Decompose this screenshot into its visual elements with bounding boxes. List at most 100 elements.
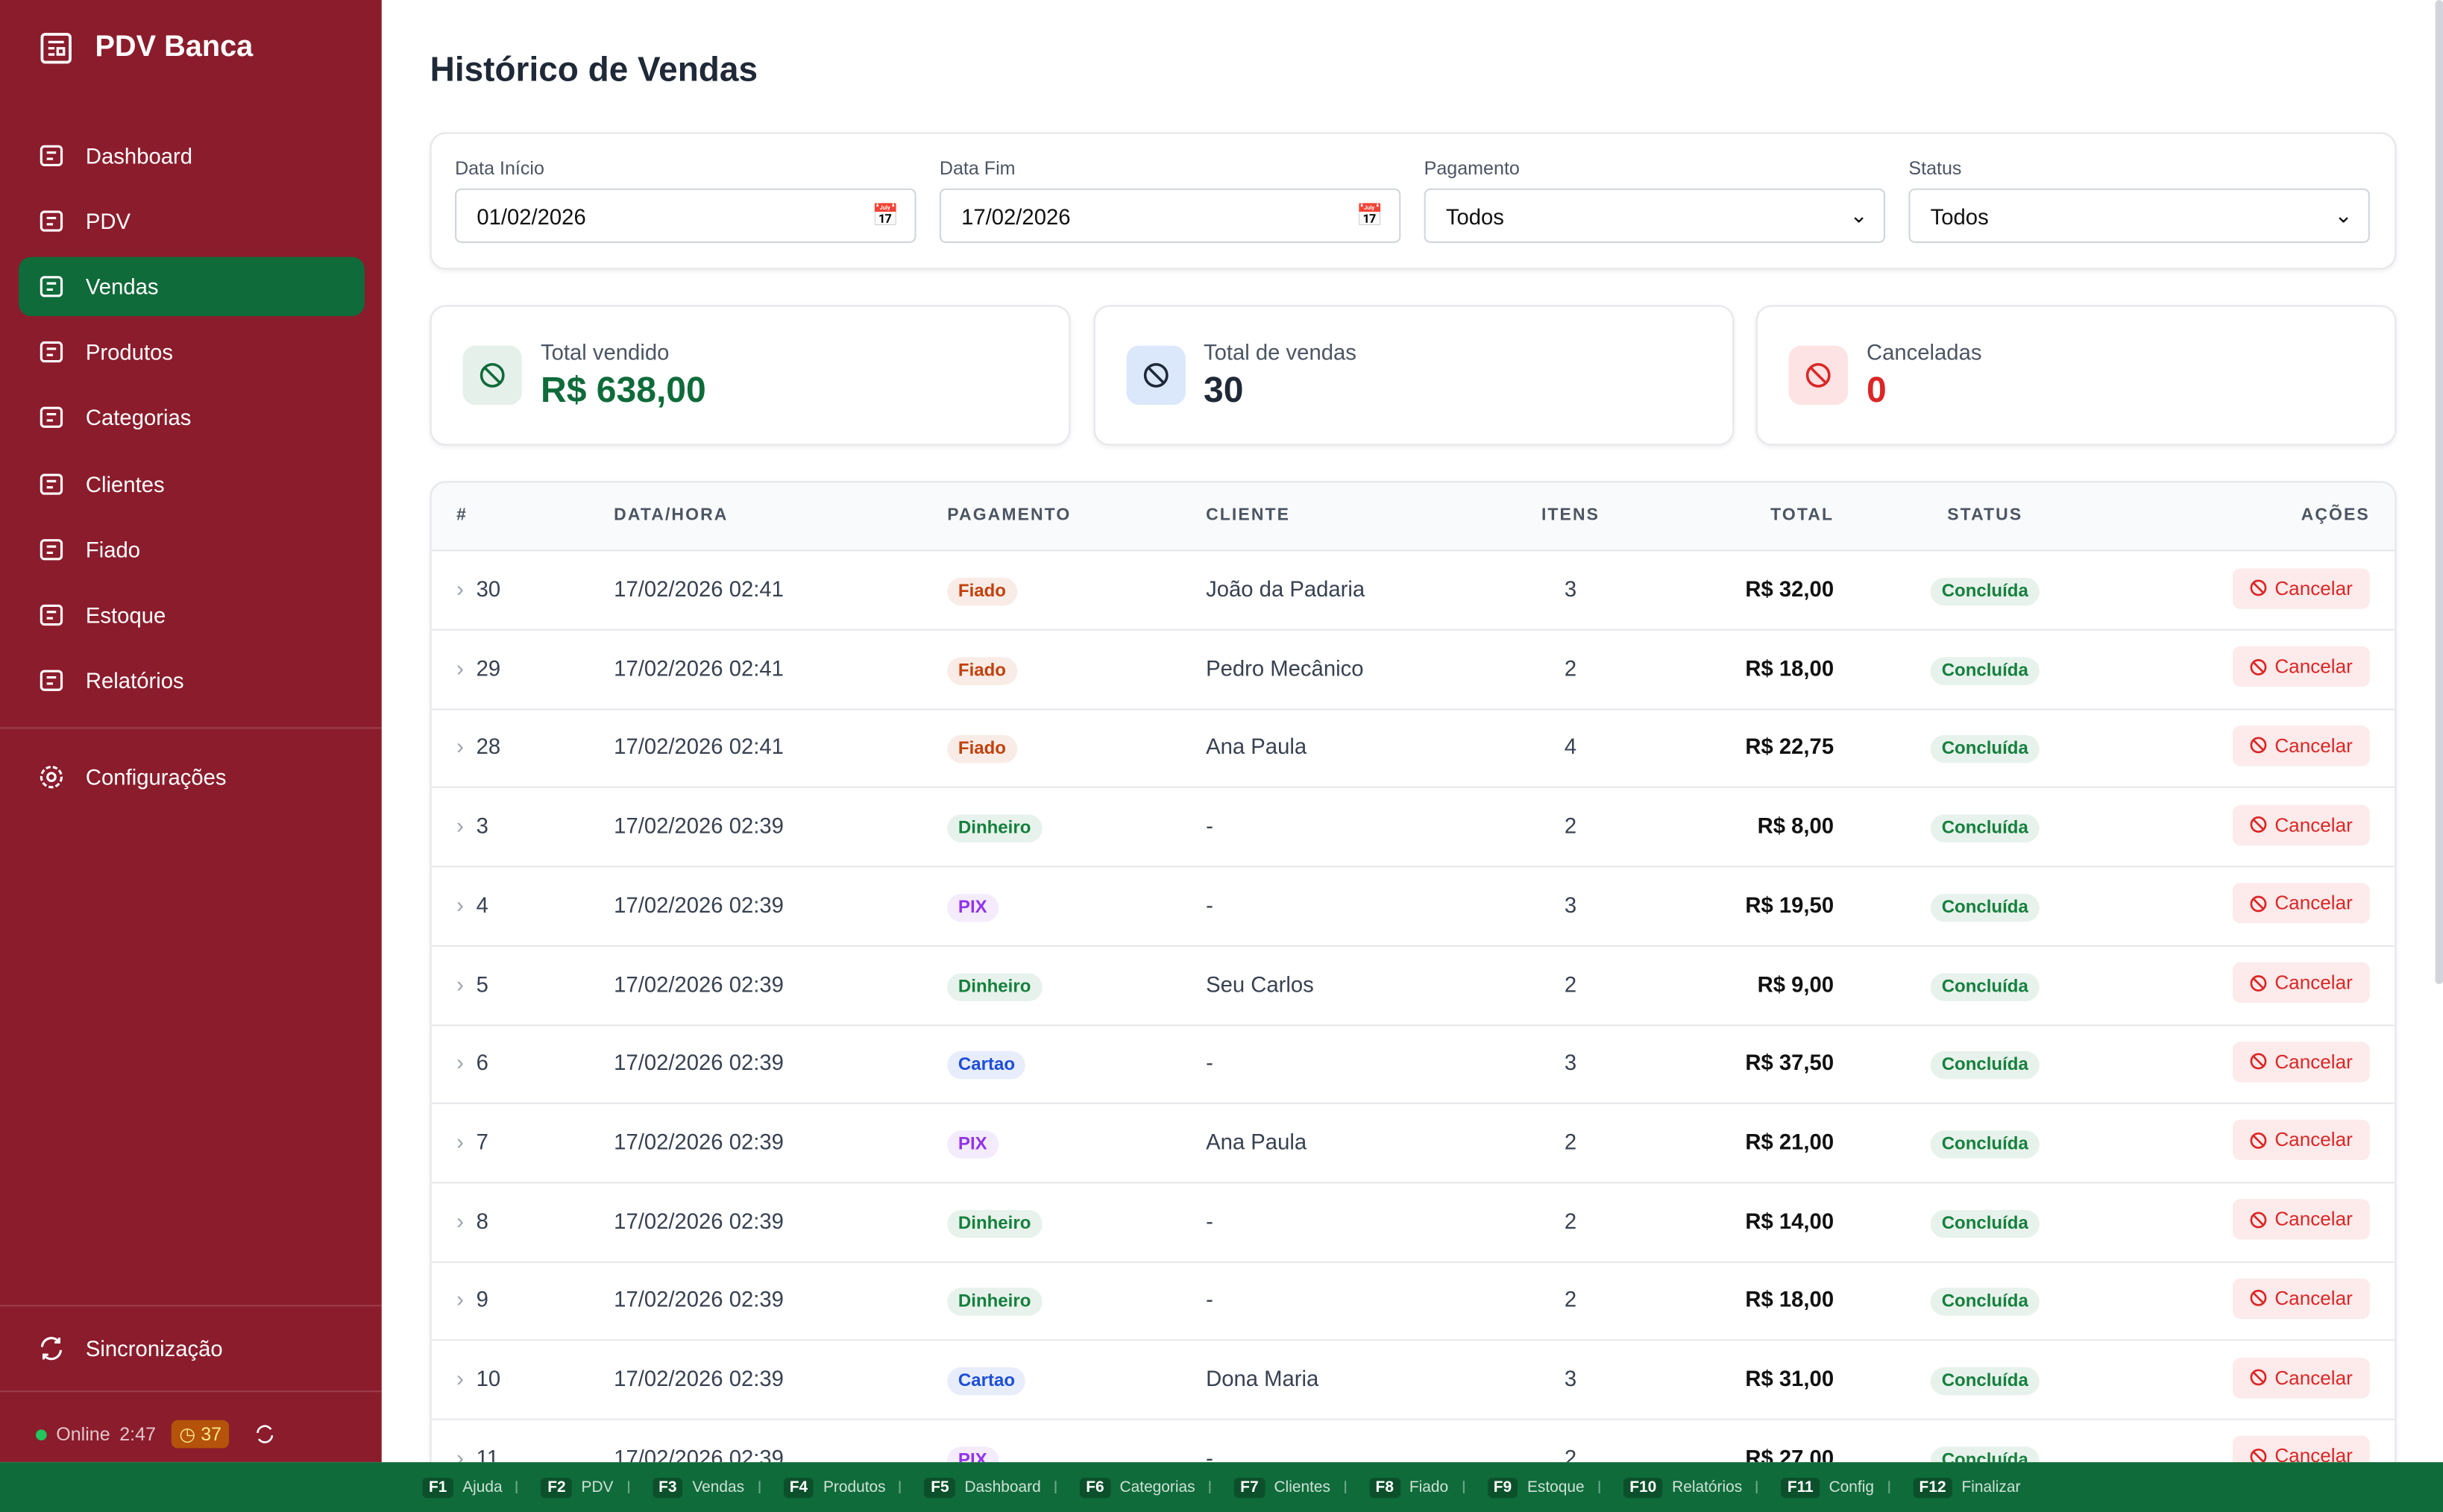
payment-badge: Dinheiro bbox=[947, 1209, 1042, 1238]
cancel-button[interactable]: Cancelar bbox=[2232, 804, 2370, 845]
shortcut[interactable]: F1 Ajuda bbox=[422, 1477, 503, 1498]
table-row[interactable]: › 5 17/02/2026 02:39 Dinheiro Seu Carlos 2 R$ … bbox=[431, 945, 2395, 1026]
filter-label: Data Fim bbox=[939, 157, 1016, 180]
cancel-button[interactable]: Cancelar bbox=[2232, 567, 2370, 608]
brand-name: PDV Banca bbox=[95, 31, 254, 64]
shortcut[interactable]: F12 Finalizar bbox=[1874, 1477, 2020, 1498]
stat-card: Total vendido R$ 638,00 bbox=[430, 305, 1071, 446]
stat-card: Canceladas 0 bbox=[1755, 305, 2397, 446]
cancel-button[interactable]: Cancelar bbox=[2232, 725, 2370, 766]
shortcut[interactable]: F6 Categorias bbox=[1041, 1477, 1195, 1498]
sync-button[interactable] bbox=[254, 1423, 276, 1445]
cancel-button[interactable]: Cancelar bbox=[2232, 1278, 2370, 1319]
select[interactable]: Todos ⌄ bbox=[1908, 188, 2370, 243]
status-badge: Concluída bbox=[1931, 577, 2040, 606]
date-input[interactable]: 01/02/2026 📅 bbox=[455, 188, 916, 243]
payment-badge: Cartao bbox=[947, 1051, 1026, 1080]
table-row[interactable]: › 8 17/02/2026 02:39 Dinheiro - 2 R$ 14,00 Conc… bbox=[431, 1181, 2395, 1263]
nav-item[interactable]: Produtos bbox=[19, 323, 365, 382]
pending-count: 37 bbox=[201, 1423, 222, 1446]
divider bbox=[0, 727, 382, 729]
nav-item[interactable]: Relatórios bbox=[19, 651, 365, 710]
cell-client: Ana Paula bbox=[1206, 734, 1307, 759]
cell-actions: Cancelar bbox=[2232, 1103, 2370, 1180]
shortcut[interactable]: F5 Dashboard bbox=[886, 1477, 1041, 1498]
cell-payment: Dinheiro bbox=[947, 945, 1042, 1022]
cancel-button[interactable]: Cancelar bbox=[2232, 962, 2370, 1004]
table-row[interactable]: › 6 17/02/2026 02:39 Cartao - 3 R$ 37,50 Conclu… bbox=[431, 1024, 2395, 1105]
nav-item[interactable]: Clientes bbox=[19, 454, 365, 513]
nav-settings[interactable]: Configurações bbox=[19, 748, 365, 807]
filters-card: Data Início 01/02/2026 📅 Data Fim 17/02/202… bbox=[430, 132, 2397, 270]
table-row[interactable]: › 9 17/02/2026 02:39 Dinheiro - 2 R$ 18,00 Conc… bbox=[431, 1260, 2395, 1341]
stat-value: 30 bbox=[1203, 368, 1244, 410]
cancel-button[interactable]: Cancelar bbox=[2232, 1436, 2370, 1463]
nav-item[interactable]: PDV bbox=[19, 192, 365, 251]
nav-item[interactable]: Categorias bbox=[19, 388, 365, 447]
nav-item[interactable]: Dashboard bbox=[19, 126, 365, 185]
cell-id: › 28 bbox=[456, 734, 501, 759]
filter-label: Status bbox=[1908, 157, 1962, 180]
table-row[interactable]: › 29 17/02/2026 02:41 Fiado Pedro Mecânico 2 R… bbox=[431, 629, 2395, 710]
pending-badge: ◷ 37 bbox=[171, 1420, 230, 1449]
shortcut[interactable]: F8 Fiado bbox=[1330, 1477, 1448, 1498]
shortcut-key: F12 bbox=[1913, 1477, 1952, 1498]
table-row[interactable]: › 28 17/02/2026 02:41 Fiado Ana Paula 4 R$ 22,… bbox=[431, 708, 2395, 789]
shortcut-bar: F1 Ajuda F2 PDV F3 Vendas F4 Produtos F5 Dashboar… bbox=[0, 1462, 2443, 1512]
cell-items: 2 bbox=[1564, 655, 1577, 681]
shortcut[interactable]: F4 Produtos bbox=[744, 1477, 886, 1498]
cell-date: 17/02/2026 02:39 bbox=[614, 1050, 784, 1075]
cell-id: › 8 bbox=[456, 1207, 488, 1233]
shortcut[interactable]: F7 Clientes bbox=[1195, 1477, 1330, 1498]
shortcut[interactable]: F3 Vendas bbox=[613, 1477, 744, 1498]
table-row[interactable]: › 30 17/02/2026 02:41 Fiado João da Padaria 3… bbox=[431, 549, 2395, 631]
nav-item[interactable]: Vendas bbox=[19, 257, 365, 317]
clock: 2:47 bbox=[119, 1423, 157, 1446]
cell-date: 17/02/2026 02:39 bbox=[614, 892, 784, 917]
cell-client: Pedro Mecânico bbox=[1206, 655, 1364, 681]
cancel-button[interactable]: Cancelar bbox=[2232, 1041, 2370, 1082]
cancel-button[interactable]: Cancelar bbox=[2232, 646, 2370, 687]
cell-status: Concluída bbox=[1907, 1260, 2063, 1338]
nav-item[interactable]: Estoque bbox=[19, 585, 365, 644]
table-row[interactable]: › 10 17/02/2026 02:39 Cartao Dona Maria 3 R$ 3… bbox=[431, 1339, 2395, 1420]
cancel-label: Cancelar bbox=[2274, 655, 2353, 678]
nav-item[interactable]: Fiado bbox=[19, 520, 365, 579]
shortcut[interactable]: F2 PDV bbox=[503, 1477, 613, 1498]
cell-items: 2 bbox=[1564, 1444, 1577, 1463]
cell-id: › 7 bbox=[456, 1129, 488, 1154]
cell-actions: Cancelar bbox=[2232, 1418, 2370, 1463]
cancel-button[interactable]: Cancelar bbox=[2232, 1120, 2370, 1161]
shortcut[interactable]: F10 Relatórios bbox=[1585, 1477, 1742, 1498]
table-row[interactable]: › 4 17/02/2026 02:39 PIX - 3 R$ 19,50 Concluída… bbox=[431, 866, 2395, 947]
cancel-button[interactable]: Cancelar bbox=[2232, 1357, 2370, 1398]
cell-total: R$ 21,00 bbox=[1745, 1129, 1834, 1154]
cell-items: 3 bbox=[1564, 1365, 1577, 1391]
cancel-label: Cancelar bbox=[2274, 1287, 2353, 1310]
table-row[interactable]: › 11 17/02/2026 02:39 PIX - 2 R$ 27,00 Concluíd… bbox=[432, 1418, 2395, 1463]
shortcut[interactable]: F11 Config bbox=[1742, 1477, 1874, 1498]
stat-value: 0 bbox=[1866, 368, 1887, 410]
column-header: TOTAL bbox=[1770, 505, 1834, 525]
date-input[interactable]: 17/02/2026 📅 bbox=[939, 188, 1401, 243]
nav-sync[interactable]: Sincronização bbox=[19, 1319, 365, 1378]
cell-date: 17/02/2026 02:39 bbox=[614, 1365, 784, 1391]
select[interactable]: Todos ⌄ bbox=[1424, 188, 1886, 243]
cell-actions: Cancelar bbox=[2232, 549, 2370, 627]
cancel-label: Cancelar bbox=[2274, 1208, 2353, 1231]
cancel-button[interactable]: Cancelar bbox=[2232, 883, 2370, 924]
status-badge: Concluída bbox=[1931, 1446, 2040, 1463]
cell-total: R$ 19,50 bbox=[1745, 892, 1834, 917]
stat-value: R$ 638,00 bbox=[540, 368, 706, 410]
cell-client: - bbox=[1206, 1286, 1213, 1312]
cell-id: › 3 bbox=[456, 813, 488, 838]
cell-date: 17/02/2026 02:39 bbox=[614, 1129, 784, 1154]
shortcut[interactable]: F9 Estoque bbox=[1448, 1477, 1585, 1498]
cancel-label: Cancelar bbox=[2274, 1050, 2353, 1073]
cell-actions: Cancelar bbox=[2232, 708, 2370, 785]
cancel-button[interactable]: Cancelar bbox=[2232, 1199, 2370, 1240]
table-row[interactable]: › 3 17/02/2026 02:39 Dinheiro - 2 R$ 8,00 Concl… bbox=[431, 787, 2395, 868]
table-row[interactable]: › 7 17/02/2026 02:39 PIX Ana Paula 2 R$ 21,00 C… bbox=[431, 1103, 2395, 1184]
nav-label: PDV bbox=[85, 209, 131, 234]
